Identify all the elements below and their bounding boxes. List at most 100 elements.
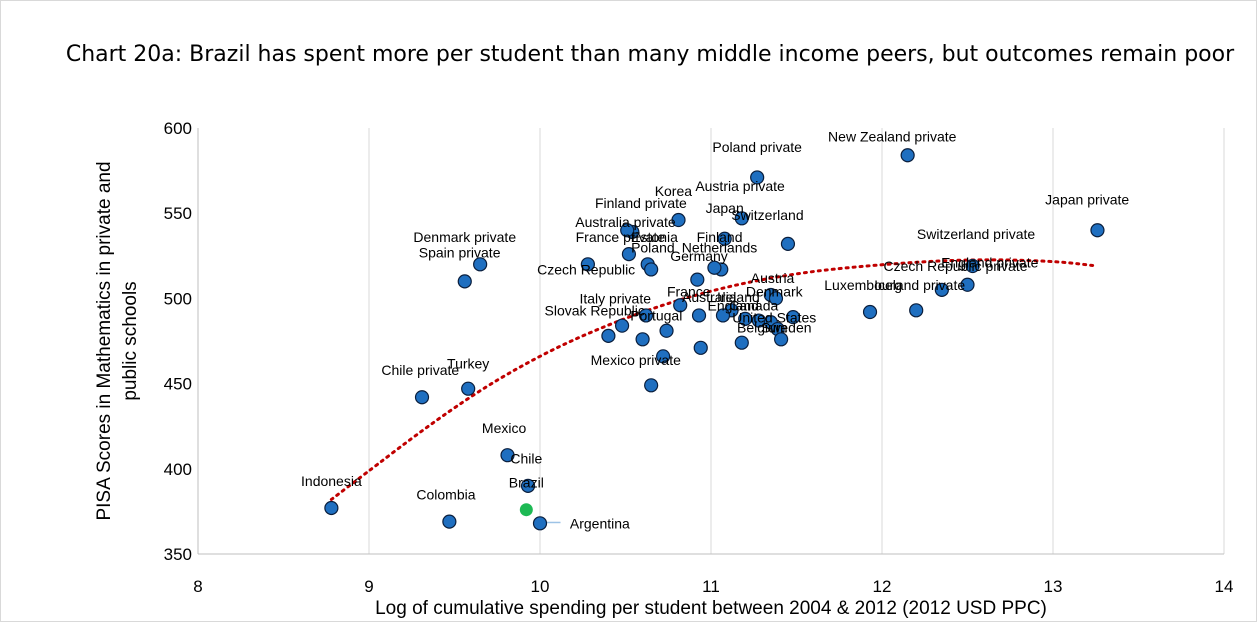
point-label: Indonesia — [301, 473, 362, 489]
data-point — [638, 308, 654, 323]
data-point — [900, 148, 915, 163]
data-point — [909, 303, 924, 318]
data-point — [659, 323, 674, 338]
point-label: Denmark private — [413, 229, 516, 245]
y-tick-label: 550 — [164, 204, 192, 223]
y-tick-label: 400 — [164, 460, 192, 479]
data-point — [442, 514, 457, 529]
point-label: Netherlands — [682, 239, 758, 255]
x-axis-label: Log of cumulative spending per student b… — [375, 598, 1047, 619]
point-label: Chile private — [381, 362, 459, 378]
x-tick-label: 12 — [873, 577, 892, 596]
data-point — [532, 516, 548, 531]
point-label: England — [708, 297, 759, 313]
point-label: Austria private — [695, 178, 785, 194]
x-tick-label: 8 — [193, 577, 202, 596]
point-label: Germany — [670, 248, 728, 264]
data-point — [520, 478, 536, 493]
data-point — [774, 332, 789, 347]
data-point — [960, 277, 975, 292]
point-label: Switzerland — [731, 207, 803, 223]
y-tick-label: 350 — [164, 545, 192, 564]
data-point — [780, 236, 796, 251]
point-label: Slovak Republic — [545, 302, 645, 318]
x-tick-label: 9 — [364, 577, 373, 596]
point-label: Spain private — [419, 245, 501, 261]
point-label: England private — [941, 255, 1039, 271]
data-point — [734, 335, 749, 350]
point-label: Luxembourg — [824, 277, 902, 293]
data-point — [717, 231, 732, 246]
point-label: Finland — [697, 229, 743, 245]
point-label: Colombia — [416, 486, 475, 502]
data-point — [693, 340, 708, 355]
point-label: Denmark — [746, 284, 804, 300]
data-point — [635, 332, 650, 347]
data-points — [324, 148, 1105, 531]
data-point — [601, 328, 616, 343]
point-label: France — [667, 284, 711, 300]
data-point — [673, 298, 688, 313]
point-label: Canada — [729, 297, 778, 313]
data-point — [644, 378, 659, 393]
x-tick-label: 11 — [702, 577, 720, 596]
data-point — [738, 311, 753, 326]
data-point — [768, 291, 784, 306]
y-tick-label: 450 — [164, 375, 192, 394]
data-point — [580, 257, 595, 272]
x-tick-label: 13 — [1044, 577, 1063, 596]
data-point — [750, 170, 765, 185]
point-label: Turkey — [447, 355, 489, 371]
point-label: Australia private — [575, 214, 676, 230]
point-label: Belgium — [737, 319, 788, 335]
data-point — [614, 318, 630, 333]
data-point — [414, 390, 430, 405]
data-point — [461, 381, 476, 396]
point-label: Poland private — [712, 139, 802, 155]
point-label: Finland private — [595, 195, 687, 211]
data-point — [1090, 223, 1105, 238]
point-label: Czech Republic — [537, 262, 635, 278]
x-tick-label: 14 — [1215, 577, 1234, 596]
point-label: United States — [732, 309, 816, 325]
point-label: Austria — [751, 270, 795, 286]
y-tick-label: 500 — [164, 289, 192, 308]
point-label: Mexico private — [591, 352, 681, 368]
point-label: Switzerland private — [917, 226, 1035, 242]
point-label: Mexico — [482, 420, 527, 436]
point-label: New Zealand private — [828, 129, 957, 145]
data-point — [500, 448, 515, 463]
data-point — [620, 223, 635, 238]
point-label: Iceland private — [874, 277, 965, 293]
point-label: Sweden — [761, 319, 812, 335]
point-labels: New Zealand private Poland private Austria… — [301, 129, 1129, 532]
tick-labels: 8 9 10 11 12 13 14 350 400 450 500 550 600 — [164, 119, 1234, 596]
data-point — [621, 246, 637, 262]
x-tick-label: 10 — [531, 577, 550, 596]
data-point — [934, 282, 949, 297]
data-point — [965, 258, 980, 274]
point-label: France private — [576, 229, 666, 245]
point-label: Japan — [706, 200, 744, 216]
data-point — [671, 212, 686, 228]
data-point — [656, 349, 671, 364]
chart-title: Chart 20a: Brazil has spent more per stu… — [65, 42, 1235, 67]
data-point — [707, 260, 722, 275]
data-point — [690, 272, 705, 287]
point-label: Korea — [655, 183, 693, 199]
y-axis-label: PISA Scores in Mathematics in private an… — [94, 161, 141, 520]
point-label: Estonia — [631, 229, 678, 245]
data-point — [862, 304, 878, 320]
point-label: Poland — [631, 239, 675, 255]
point-label: Chile — [510, 451, 542, 467]
point-label: Ireland — [717, 289, 760, 305]
highlight-point — [519, 503, 533, 517]
data-point — [691, 308, 707, 323]
point-label: Argentina — [570, 515, 630, 531]
point-label: Czech Republic private — [884, 258, 1028, 274]
data-point — [785, 310, 801, 325]
data-point — [457, 274, 472, 289]
data-point — [644, 262, 659, 277]
point-label: Portugal — [630, 308, 682, 324]
